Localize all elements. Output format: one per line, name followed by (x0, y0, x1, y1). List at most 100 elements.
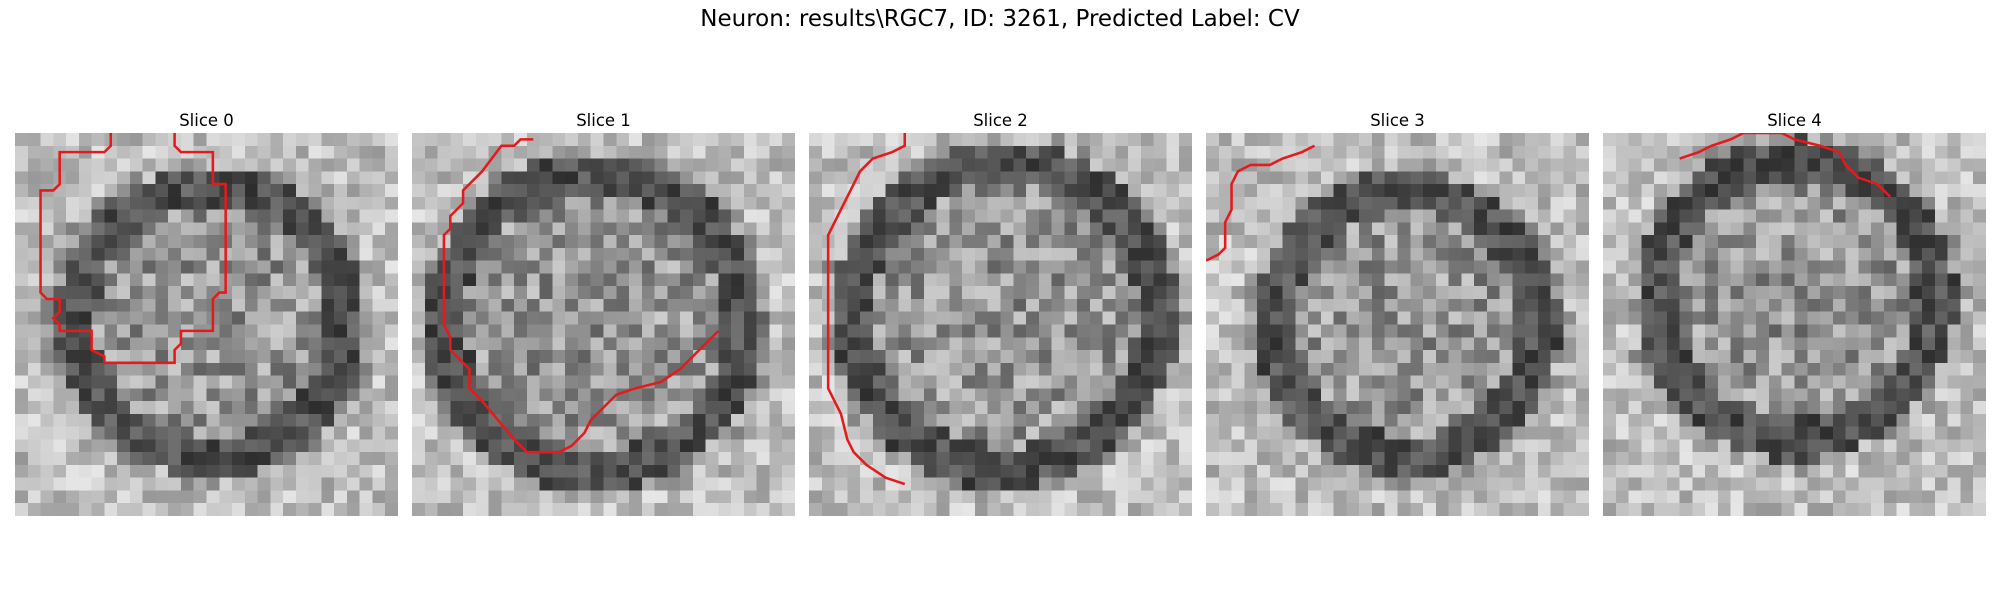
pixel (66, 490, 80, 504)
pixel (346, 311, 360, 325)
pixel (321, 222, 335, 236)
pixel (539, 209, 553, 223)
pixel (1679, 439, 1693, 453)
pixel (1461, 477, 1475, 491)
pixel (1486, 145, 1500, 159)
pixel (270, 133, 284, 147)
pixel (629, 375, 643, 389)
pixel (78, 413, 92, 427)
pixel (1896, 260, 1910, 274)
pixel (860, 273, 874, 287)
pixel (834, 490, 848, 504)
pixel (450, 324, 464, 338)
pixel (1512, 413, 1526, 427)
pixel (1371, 413, 1385, 427)
pixel (1832, 464, 1846, 478)
pixel (834, 171, 848, 185)
pixel (1871, 273, 1885, 287)
pixel (1499, 350, 1513, 364)
pixel (603, 311, 617, 325)
pixel (949, 222, 963, 236)
pixel (1359, 350, 1373, 364)
pixel (1743, 184, 1757, 198)
pixel (731, 171, 745, 185)
pixel (731, 413, 745, 427)
pixel (1499, 375, 1513, 389)
pixel (53, 311, 67, 325)
pixel (1743, 298, 1757, 312)
pixel (1038, 452, 1052, 466)
pixel (1820, 477, 1834, 491)
pixel (1179, 490, 1192, 504)
pixel (283, 298, 297, 312)
pixel (1909, 401, 1923, 415)
pixel (1858, 439, 1872, 453)
pixel (1320, 401, 1334, 415)
pixel (1397, 171, 1411, 185)
pixel (923, 273, 937, 287)
pixel (1308, 298, 1322, 312)
pixel (1206, 464, 1220, 478)
pixel (962, 388, 976, 402)
pixel (117, 401, 131, 415)
pixel (437, 439, 451, 453)
pixel (1089, 490, 1103, 504)
pixel (1077, 401, 1091, 415)
pixel (450, 452, 464, 466)
pixel (1896, 350, 1910, 364)
pixel (104, 209, 118, 223)
pixel (860, 260, 874, 274)
pixel (244, 133, 258, 147)
pixel (1295, 260, 1309, 274)
pixel (1218, 158, 1232, 172)
pixel (257, 350, 271, 364)
pixel (321, 337, 335, 351)
pixel (1499, 184, 1513, 198)
pixel (463, 184, 477, 198)
pixel (1679, 401, 1693, 415)
pixel (1666, 298, 1680, 312)
pixel (1038, 260, 1052, 274)
pixel (1102, 362, 1116, 376)
pixel (1038, 235, 1052, 249)
pixel (1410, 158, 1424, 172)
pixel (1013, 260, 1027, 274)
pixel (372, 324, 386, 338)
pixel (1013, 452, 1027, 466)
pixel (1807, 196, 1821, 210)
pixel (168, 209, 182, 223)
pixel (1499, 286, 1513, 300)
pixel (1000, 362, 1014, 376)
pixel (1423, 133, 1437, 147)
pixel (283, 324, 297, 338)
pixel (1743, 209, 1757, 223)
pixel (155, 439, 169, 453)
pixel (117, 362, 131, 376)
pixel (1807, 362, 1821, 376)
pixel (1346, 222, 1360, 236)
pixel (1128, 452, 1142, 466)
pixel (283, 311, 297, 325)
pixel (1077, 375, 1091, 389)
pixel (1576, 196, 1589, 210)
pixel (346, 273, 360, 287)
pixel (1077, 350, 1091, 364)
pixel (104, 477, 118, 491)
pixel (142, 235, 156, 249)
pixel (539, 350, 553, 364)
pixel (987, 222, 1001, 236)
pixel (1947, 503, 1961, 516)
pixel (641, 247, 655, 261)
pixel (1077, 426, 1091, 440)
pixel (834, 311, 848, 325)
pixel (270, 439, 284, 453)
pixel (667, 477, 681, 491)
pixel (1089, 503, 1103, 516)
pixel (1089, 311, 1103, 325)
pixel (1973, 362, 1986, 376)
pixel (743, 477, 757, 491)
pixel (1038, 490, 1052, 504)
pixel (1423, 375, 1437, 389)
pixel (295, 362, 309, 376)
pixel (1218, 375, 1232, 389)
